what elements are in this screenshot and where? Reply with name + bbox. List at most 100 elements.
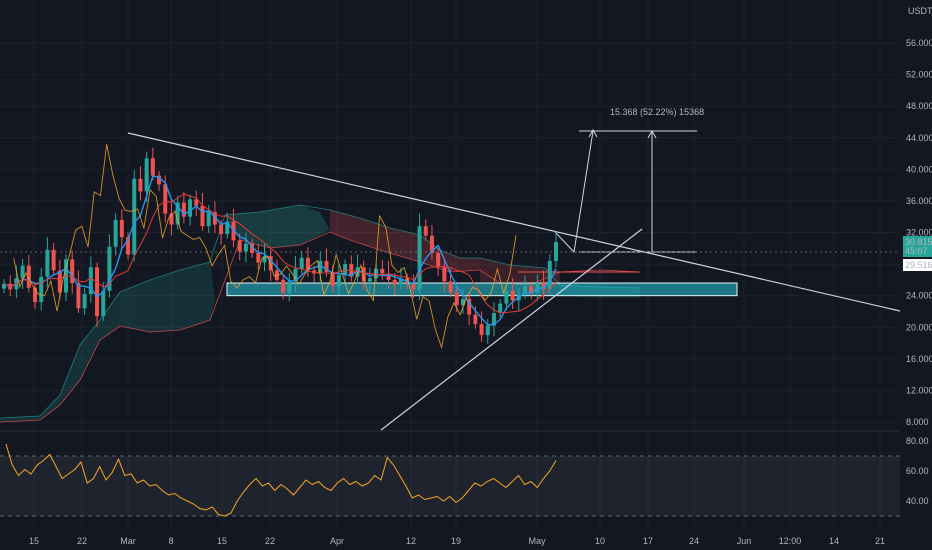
candle-body[interactable]	[281, 279, 286, 293]
candle-body[interactable]	[256, 253, 261, 263]
candle-body[interactable]	[442, 267, 447, 282]
candle-body[interactable]	[237, 240, 242, 252]
candle-body[interactable]	[138, 178, 143, 192]
candle-body[interactable]	[169, 213, 174, 225]
candle-body[interactable]	[175, 202, 180, 225]
candle-body[interactable]	[423, 226, 428, 236]
candle-body[interactable]	[150, 158, 155, 176]
time-tick-label: Mar	[120, 536, 136, 546]
price-tick-label: 20.000	[906, 322, 932, 332]
candle-body[interactable]	[113, 219, 118, 247]
candle-body[interactable]	[51, 249, 56, 271]
descending-trendline[interactable]	[127, 132, 901, 312]
candle-body[interactable]	[39, 276, 44, 302]
last-price-badge	[903, 236, 932, 257]
candle-body[interactable]	[88, 267, 93, 295]
price-axis[interactable]: 8.00012.00016.00020.00024.00028.00032.00…	[906, 38, 932, 506]
candle-body[interactable]	[305, 257, 310, 271]
candle-body[interactable]	[293, 268, 298, 282]
candle-body[interactable]	[82, 294, 87, 309]
candle-body[interactable]	[163, 184, 168, 214]
candle-body[interactable]	[188, 199, 193, 217]
candle-body[interactable]	[206, 211, 211, 227]
candle-body[interactable]	[429, 235, 434, 254]
candle-body[interactable]	[417, 226, 422, 290]
candle-body[interactable]	[76, 283, 81, 309]
candle-body[interactable]	[361, 267, 366, 282]
candle-body[interactable]	[212, 211, 217, 225]
candle-body[interactable]	[324, 260, 329, 272]
candle-body[interactable]	[367, 278, 372, 282]
candle-body[interactable]	[2, 283, 6, 289]
candle-body[interactable]	[392, 279, 397, 285]
projection-arrow[interactable]	[554, 130, 594, 254]
candle-body[interactable]	[225, 221, 230, 235]
candle-body[interactable]	[262, 256, 267, 263]
time-axis[interactable]: 15 22 Mar 8 15 22 Apr 12 19 May 10 17 24 Jun 12:00 14 21	[29, 536, 885, 546]
candle-body[interactable]	[498, 303, 503, 314]
close-price-value: 29.516	[905, 260, 932, 270]
candle-body[interactable]	[200, 205, 205, 227]
candle-body[interactable]	[467, 298, 472, 315]
candle-body[interactable]	[45, 249, 50, 277]
candle-body[interactable]	[510, 290, 515, 301]
candle-body[interactable]	[318, 260, 323, 274]
candle-body[interactable]	[473, 314, 478, 325]
price-tick-label: 48.000	[906, 101, 932, 111]
candle-body[interactable]	[250, 243, 255, 254]
candle-body[interactable]	[479, 324, 484, 336]
candle-body[interactable]	[547, 260, 552, 290]
support-zone-rect[interactable]	[226, 282, 738, 297]
candle-body[interactable]	[398, 278, 403, 285]
time-tick-label: 17	[643, 536, 653, 546]
trendline-drawings[interactable]	[0, 128, 901, 431]
candle-body[interactable]	[504, 290, 509, 304]
candle-body[interactable]	[194, 199, 199, 206]
candle-body[interactable]	[491, 313, 496, 326]
candle-body[interactable]	[57, 270, 62, 293]
ascending-trendline[interactable]	[380, 228, 643, 431]
candle-body[interactable]	[405, 278, 410, 284]
candle-body[interactable]	[529, 286, 534, 293]
candle-body[interactable]	[386, 273, 391, 280]
candle-body[interactable]	[181, 202, 186, 217]
candle-body[interactable]	[70, 259, 75, 284]
candle-body[interactable]	[268, 256, 273, 271]
candle-body[interactable]	[243, 243, 248, 252]
candle-body[interactable]	[541, 283, 546, 290]
lagging-span	[13, 144, 517, 350]
price-tick-label: 36.000	[906, 196, 932, 206]
candle-body[interactable]	[485, 325, 490, 336]
candle-body[interactable]	[101, 290, 106, 317]
candle-body[interactable]	[144, 158, 149, 192]
candle-body[interactable]	[157, 175, 162, 185]
candle-body[interactable]	[287, 281, 292, 293]
candle-body[interactable]	[299, 257, 304, 269]
candle-body[interactable]	[460, 298, 465, 306]
candle-body[interactable]	[26, 265, 31, 288]
candle-body[interactable]	[119, 219, 124, 238]
candle-body[interactable]	[454, 292, 459, 306]
support-zone[interactable]	[226, 282, 738, 297]
currency-label[interactable]: USDT	[908, 6, 932, 16]
candle-body[interactable]	[535, 283, 540, 293]
candle-body[interactable]	[33, 287, 38, 302]
candle-body[interactable]	[380, 268, 385, 274]
candle-body[interactable]	[436, 253, 441, 268]
candle-body[interactable]	[20, 265, 25, 279]
candle-body[interactable]	[448, 281, 453, 293]
candle-body[interactable]	[219, 224, 224, 235]
candle-body[interactable]	[336, 275, 341, 287]
arrow-head-1	[588, 128, 598, 138]
candle-body[interactable]	[132, 178, 137, 255]
candle-body[interactable]	[411, 283, 416, 290]
candle-body[interactable]	[107, 246, 112, 291]
candle-body[interactable]	[330, 271, 335, 287]
candle-body[interactable]	[522, 286, 527, 295]
candle-body[interactable]	[554, 241, 558, 261]
candle-body[interactable]	[95, 267, 100, 317]
candle-body[interactable]	[126, 237, 131, 255]
